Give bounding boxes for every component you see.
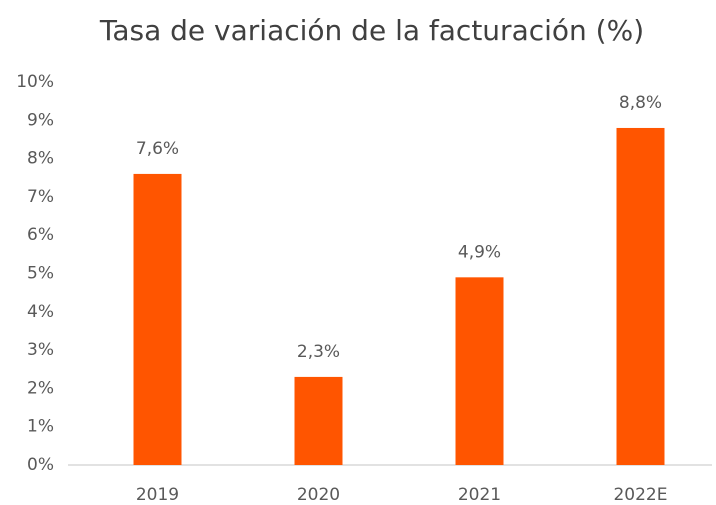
y-tick-label: 7% [27,187,54,207]
y-tick-label: 6% [27,225,54,245]
data-label: 7,6% [136,139,179,159]
bar [455,277,504,465]
data-label: 8,8% [619,93,662,113]
x-tick-label: 2021 [458,485,501,505]
y-tick-label: 10% [16,72,54,92]
bar [616,127,665,466]
x-tick-label: 2020 [297,485,340,505]
y-tick-label: 4% [27,302,54,322]
y-tick-label: 0% [27,455,54,475]
x-tick-label: 2019 [136,485,179,505]
chart-title: Tasa de variación de la facturación (%) [99,14,644,47]
data-label: 2,3% [297,342,340,362]
y-tick-label: 5% [27,264,54,284]
bar [294,376,343,465]
y-tick-label: 3% [27,340,54,360]
y-tick-label: 2% [27,378,54,398]
bar [133,173,182,466]
y-tick-label: 8% [27,149,54,169]
x-tick-label: 2022E [613,485,667,505]
data-label: 4,9% [458,242,501,262]
y-tick-label: 1% [27,417,54,437]
y-tick-label: 9% [27,110,54,130]
